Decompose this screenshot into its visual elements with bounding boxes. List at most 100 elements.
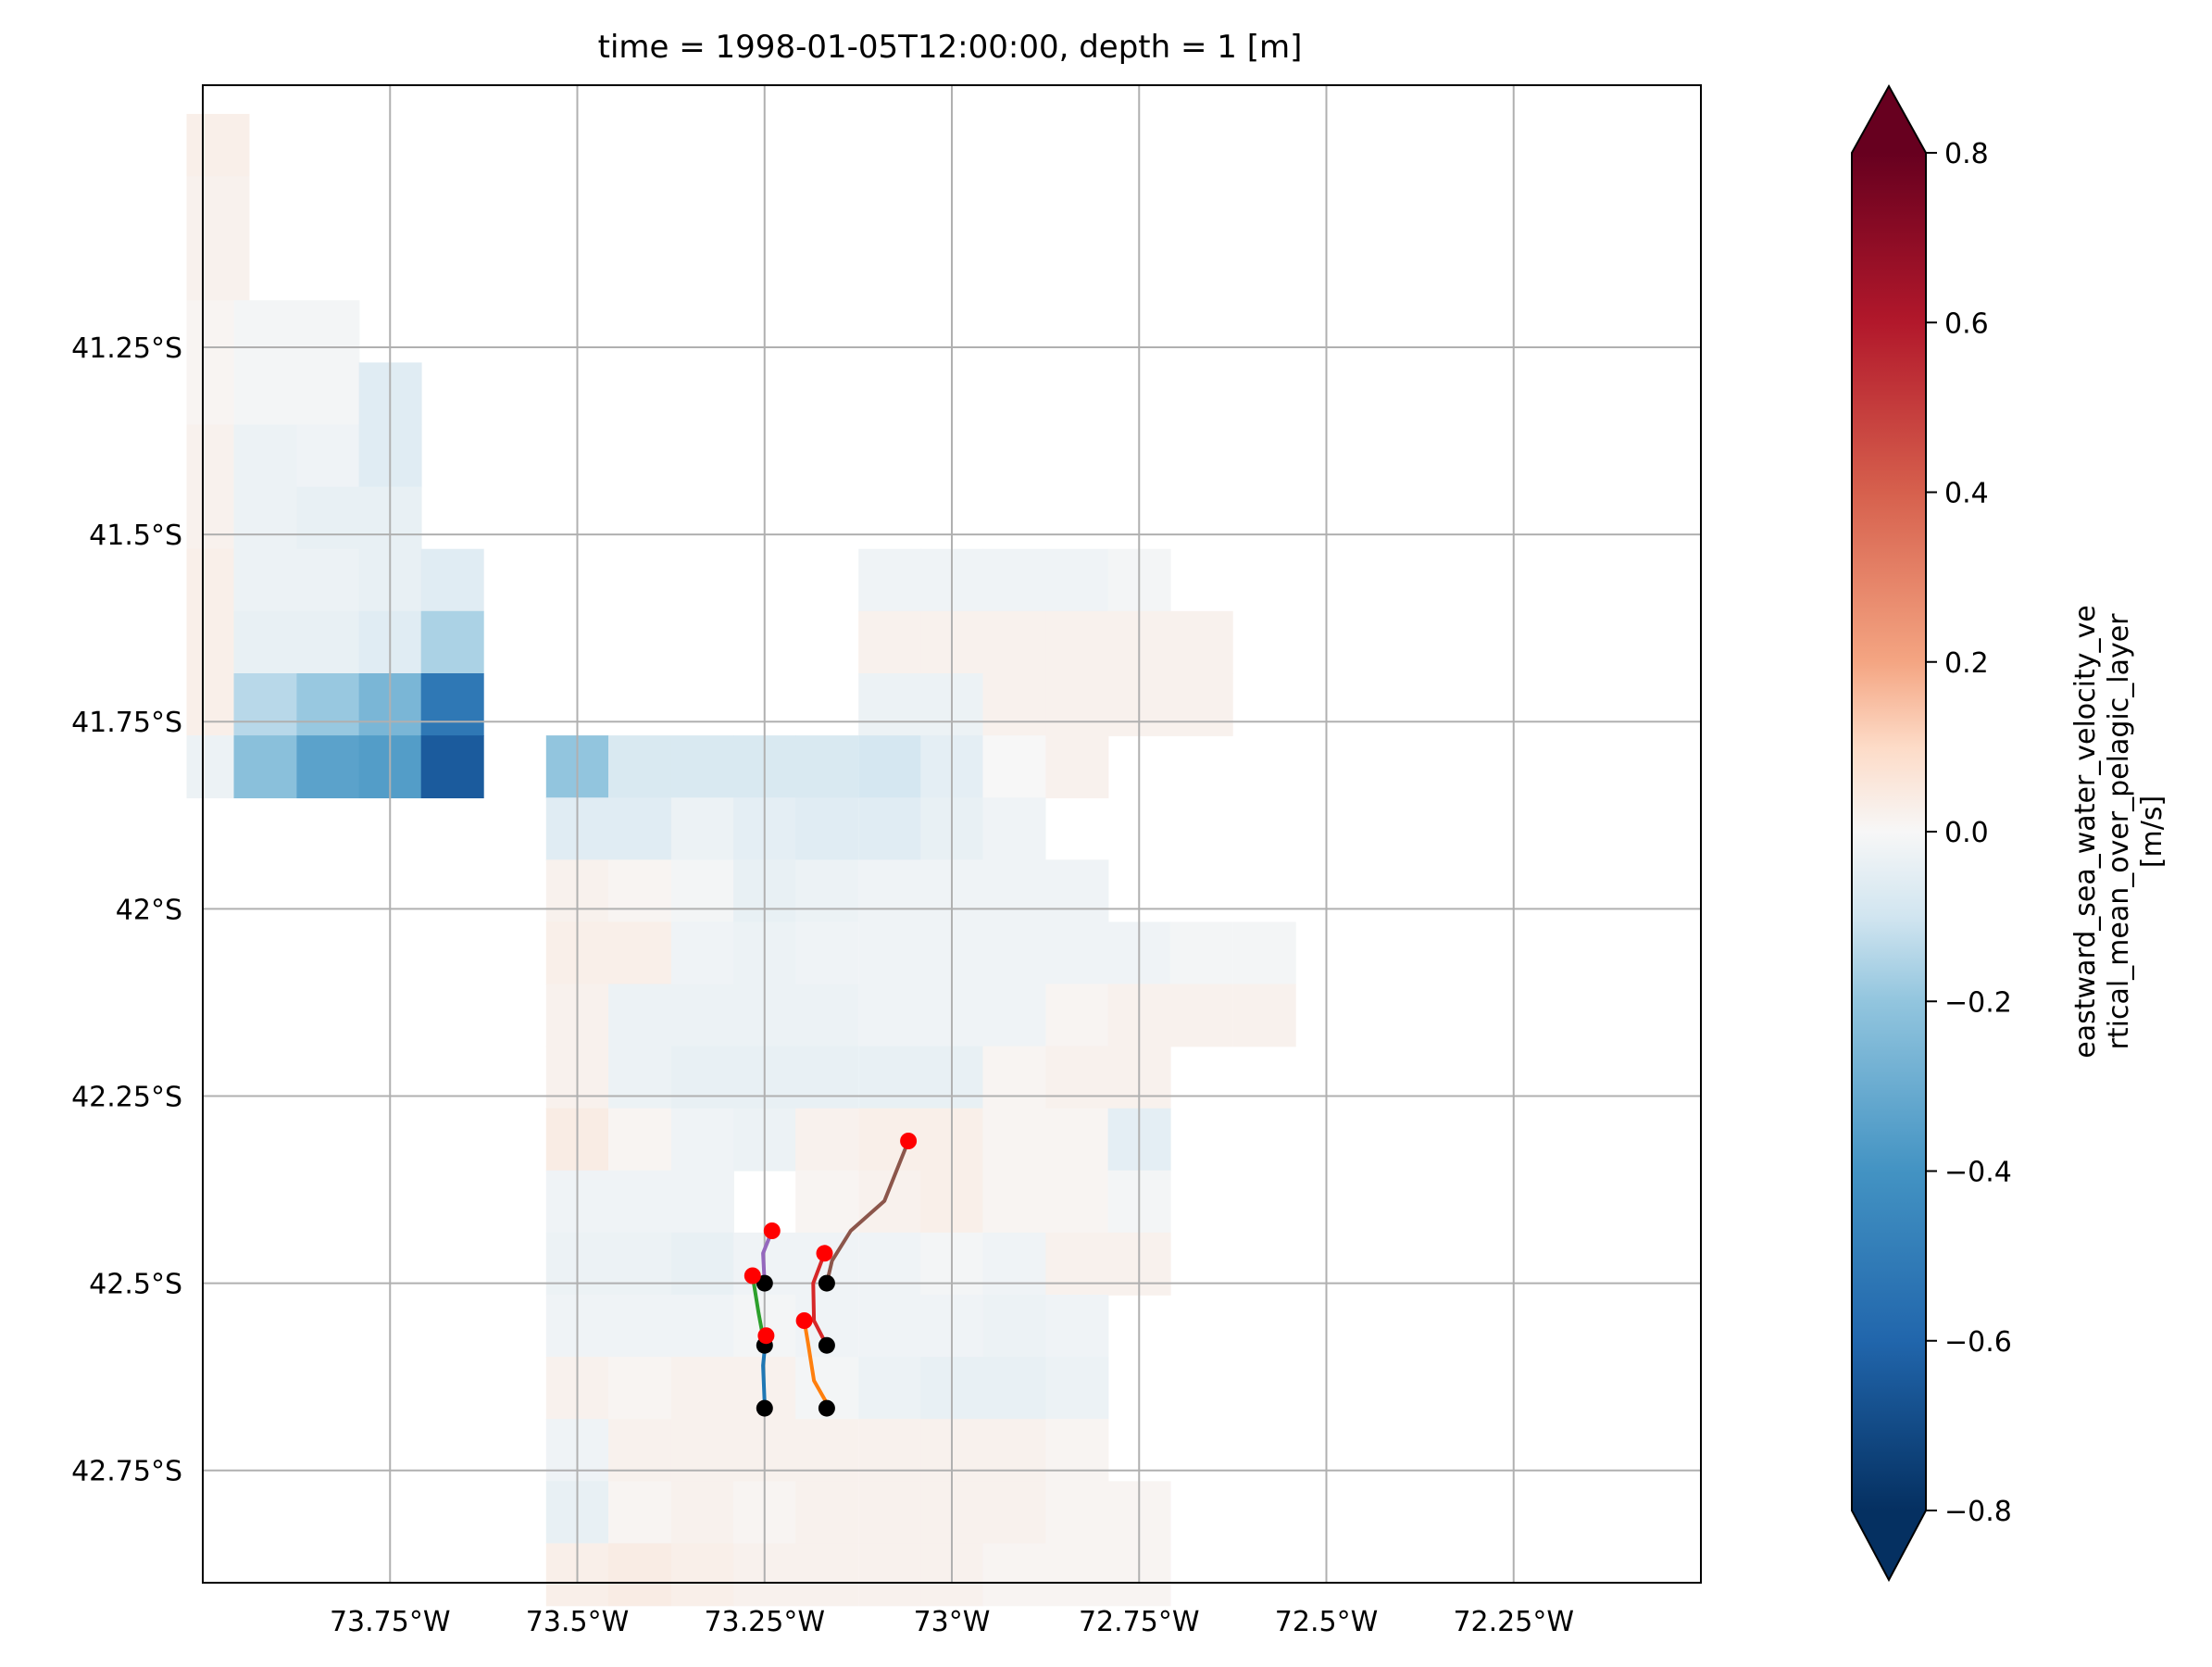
velocity-cell	[858, 859, 922, 923]
velocity-cell	[296, 424, 360, 488]
velocity-cell	[982, 548, 1046, 612]
velocity-cell	[1169, 673, 1233, 736]
colorbar-body	[1852, 153, 1926, 1510]
velocity-cell	[1232, 921, 1296, 985]
velocity-cell	[982, 1232, 1046, 1296]
velocity-cell	[670, 1170, 734, 1234]
velocity-cell	[233, 735, 297, 798]
map-axes: 73.75°W 73.5°W 73.25°W 73°W 72.75°W 72.5°W 72.…	[71, 84, 1702, 1638]
y-tick-label: 41.5°S	[89, 520, 182, 552]
velocity-cell	[670, 1357, 734, 1420]
end-marker	[816, 1245, 833, 1262]
velocity-cell	[1045, 859, 1109, 923]
trajectory-line	[811, 1251, 829, 1347]
velocity-cell	[1232, 984, 1296, 1047]
velocity-cell	[858, 1295, 922, 1358]
velocity-cell	[1169, 984, 1233, 1047]
velocity-cell	[1045, 984, 1109, 1047]
velocity-cell	[858, 984, 922, 1047]
velocity-cell	[296, 673, 360, 736]
velocity-cell	[982, 610, 1046, 674]
velocity-cell	[1045, 1295, 1109, 1358]
velocity-cell	[858, 1232, 922, 1296]
velocity-cell	[982, 1357, 1046, 1420]
velocity-cell	[795, 1046, 859, 1109]
velocity-cell	[858, 1170, 922, 1234]
end-marker	[757, 1327, 775, 1345]
plot-title: time = 1998-01-05T12:00:00, depth = 1 [m…	[598, 29, 1303, 66]
velocity-cell	[795, 1481, 859, 1545]
velocity-cell	[1045, 673, 1109, 736]
velocity-cell	[608, 1108, 671, 1172]
end-marker	[763, 1222, 781, 1239]
y-tick-label: 42.25°S	[71, 1081, 182, 1113]
colorbar-label-line-3: [m/s]	[2136, 796, 2168, 868]
velocity-cell	[1045, 1357, 1109, 1420]
velocity-cell	[233, 362, 297, 426]
velocity-cell	[982, 984, 1046, 1047]
velocity-cell	[795, 1543, 859, 1607]
x-tick-label: 73.5°W	[526, 1606, 629, 1638]
velocity-cell	[858, 1046, 922, 1109]
end-marker	[795, 1312, 813, 1329]
velocity-cell	[608, 1232, 671, 1296]
velocity-cell	[1169, 921, 1233, 985]
velocity-cell	[233, 610, 297, 674]
velocity-cell	[233, 424, 297, 488]
trajectory-line	[802, 1319, 829, 1405]
colorbar-tick-label: 0.4	[1944, 478, 1989, 510]
velocity-cell	[420, 548, 484, 612]
velocity-cell	[858, 797, 922, 861]
axes-frame	[202, 84, 1702, 1584]
velocity-cell	[858, 735, 922, 798]
velocity-cell	[795, 1108, 859, 1172]
velocity-cell	[608, 1170, 671, 1234]
velocity-cell	[858, 610, 922, 674]
velocity-cell	[670, 859, 734, 923]
colorbar-tick-label: −0.4	[1944, 1157, 2012, 1189]
velocity-cell	[233, 548, 297, 612]
velocity-cell	[795, 859, 859, 923]
velocity-cell	[982, 797, 1046, 861]
velocity-cell	[1045, 1108, 1109, 1172]
velocity-cell	[858, 921, 922, 985]
velocity-cell	[1169, 610, 1233, 674]
velocity-cell	[982, 921, 1046, 985]
y-tick-label: 41.75°S	[71, 707, 182, 739]
x-tick-label: 72.75°W	[1079, 1606, 1200, 1638]
trajectory-line	[824, 1139, 911, 1285]
colorbar-tick-label: 0.0	[1944, 817, 1989, 849]
colorbar-tick-label: 0.6	[1944, 307, 1989, 340]
start-marker	[818, 1399, 835, 1417]
x-tick-label: 73°W	[914, 1606, 991, 1638]
velocity-cell	[233, 673, 297, 736]
velocity-cell	[795, 1170, 859, 1234]
velocity-cell	[982, 1295, 1046, 1358]
velocity-cell	[982, 1108, 1046, 1172]
velocity-cell	[858, 1481, 922, 1545]
velocity-cell	[608, 1357, 671, 1420]
velocity-cell	[296, 610, 360, 674]
y-tick-label: 42.75°S	[71, 1456, 182, 1488]
velocity-cell	[670, 797, 734, 861]
start-marker	[756, 1274, 773, 1292]
velocity-cell	[670, 984, 734, 1047]
velocity-cell	[982, 859, 1046, 923]
velocity-cell	[982, 735, 1046, 798]
velocity-cell	[608, 1543, 671, 1607]
y-tick-label: 42.5°S	[89, 1269, 182, 1301]
x-tick-label: 73.75°W	[330, 1606, 451, 1638]
velocity-cell	[420, 673, 484, 736]
velocity-cell	[608, 1419, 671, 1483]
velocity-cell	[982, 1481, 1046, 1545]
velocity-cell	[608, 797, 671, 861]
x-tick-label: 72.25°W	[1453, 1606, 1574, 1638]
colorbar-tick-label: −0.2	[1944, 986, 2012, 1019]
drifter-markers	[744, 1133, 918, 1417]
x-tick-label: 72.5°W	[1275, 1606, 1378, 1638]
start-marker	[756, 1399, 773, 1417]
velocity-cell	[186, 176, 250, 239]
colorbar-label-line-1: eastward_sea_water_velocity_ve	[2069, 605, 2102, 1058]
velocity-cell	[1045, 1481, 1109, 1545]
